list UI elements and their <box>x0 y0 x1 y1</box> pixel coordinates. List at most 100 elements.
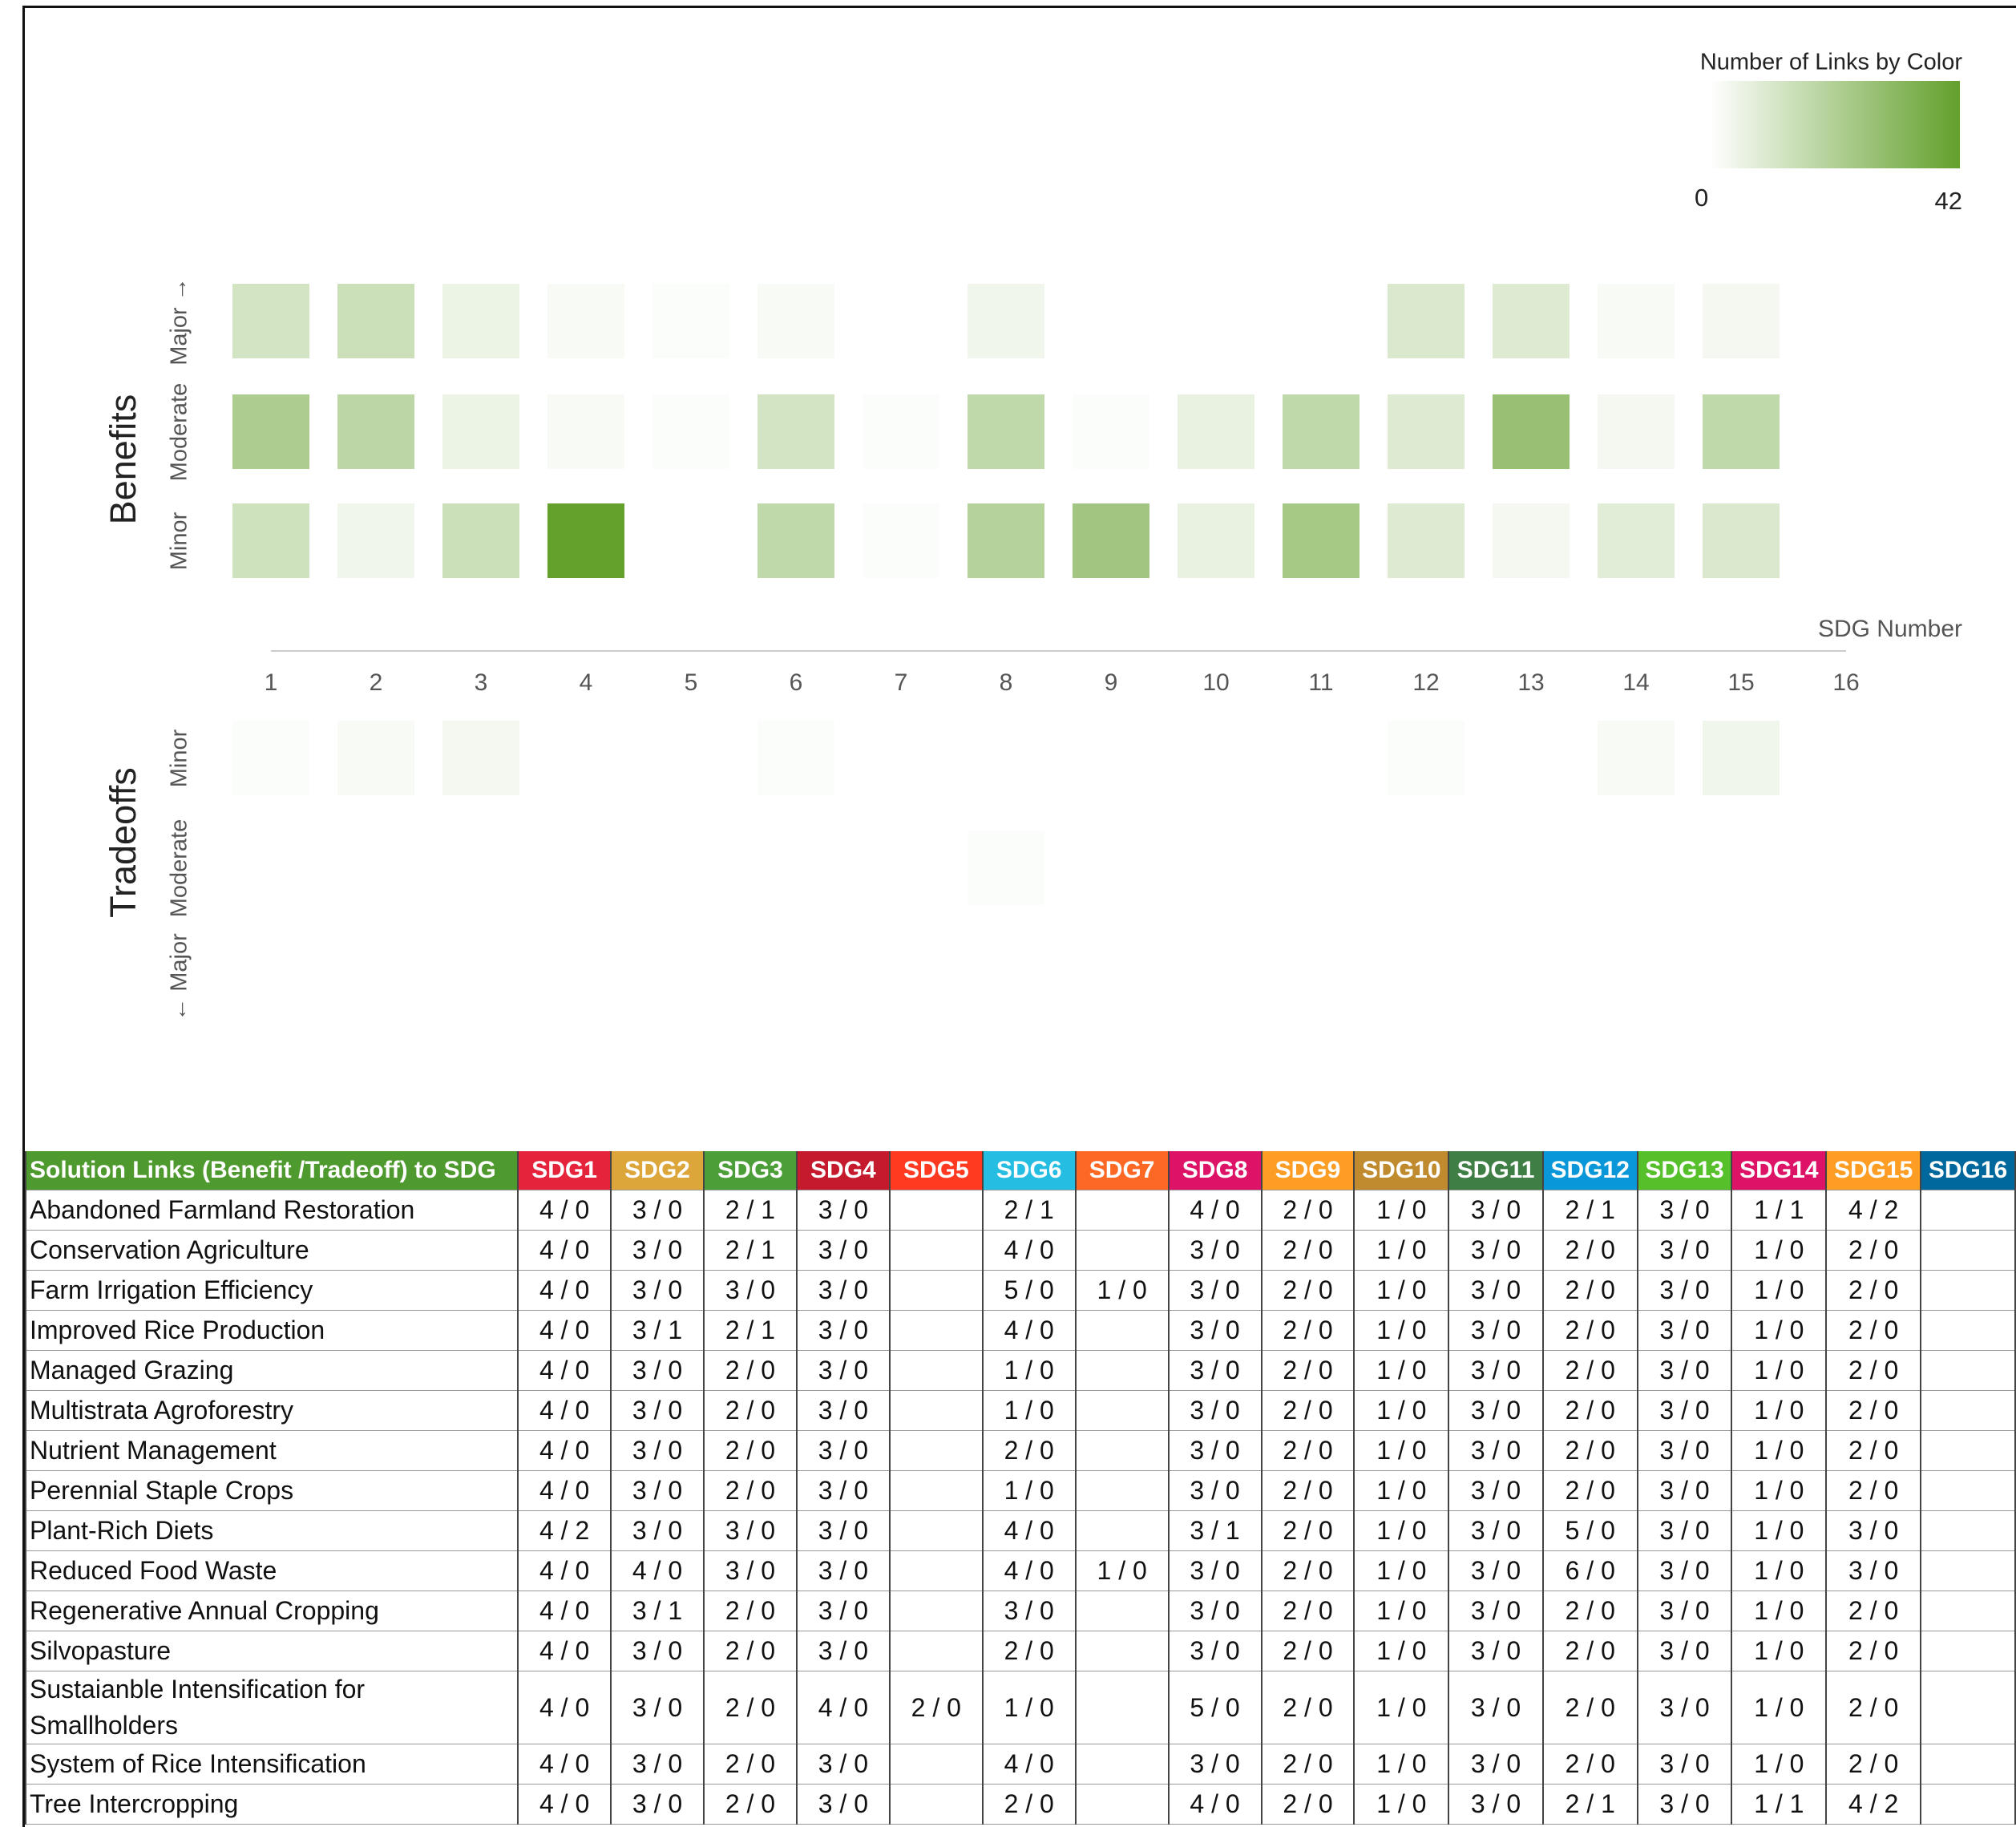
cell: 2 / 0 <box>702 1671 798 1744</box>
cell <box>888 1744 984 1785</box>
header-cell: SDG1 <box>517 1151 612 1190</box>
header-cell: SDG7 <box>1074 1151 1170 1190</box>
cell: 3 / 0 <box>795 1631 891 1671</box>
header-cell: SDG3 <box>702 1151 798 1190</box>
cell: 2 / 0 <box>1260 1350 1355 1391</box>
heat-cell <box>1073 721 1149 795</box>
cell: 2 / 0 <box>1260 1631 1355 1671</box>
cell: 1 / 0 <box>1074 1550 1170 1591</box>
cell: 2 / 0 <box>1541 1591 1638 1631</box>
cell <box>1074 1510 1170 1551</box>
row-label: Minor <box>167 511 192 570</box>
colorbar-title: Number of Links by Color <box>1700 50 1963 75</box>
heat-cell <box>758 284 834 358</box>
row-label: Major → <box>167 277 192 366</box>
cell: 1 / 0 <box>1353 1631 1450 1671</box>
cell: 4 / 0 <box>981 1510 1077 1551</box>
heat-cell <box>442 284 519 358</box>
row-name: Nutrient Management <box>24 1430 519 1471</box>
cell: 3 / 0 <box>795 1310 891 1351</box>
cell: 4 / 0 <box>517 1470 612 1511</box>
x-axis-label: SDG Number <box>1818 616 1962 642</box>
heat-cell <box>863 284 939 358</box>
heat-cell <box>1703 721 1780 795</box>
cell: 3 / 0 <box>702 1550 798 1591</box>
cell: 4 / 0 <box>517 1430 612 1471</box>
cell: 3 / 0 <box>610 1784 705 1825</box>
heat-cell <box>1493 721 1570 795</box>
heat-cell <box>1388 394 1465 469</box>
cell: 2 / 0 <box>702 1350 798 1391</box>
cell: 2 / 0 <box>888 1671 984 1744</box>
heat-cell <box>1178 721 1254 795</box>
cell: 3 / 0 <box>1167 1591 1263 1631</box>
cell: 2 / 0 <box>1260 1390 1355 1431</box>
cell <box>1074 1430 1170 1471</box>
cell: 3 / 0 <box>1448 1631 1544 1671</box>
cell: 3 / 0 <box>1448 1550 1544 1591</box>
cell: 2 / 0 <box>702 1784 798 1825</box>
cell: 4 / 0 <box>517 1270 612 1311</box>
cell: 2 / 0 <box>1260 1430 1355 1471</box>
heat-cell <box>337 721 414 795</box>
cell: 3 / 0 <box>702 1270 798 1311</box>
heat-cell <box>758 394 834 469</box>
cell: 3 / 0 <box>610 1430 705 1471</box>
cell: 4 / 0 <box>981 1230 1077 1271</box>
cell: 4 / 2 <box>1825 1190 1922 1231</box>
header-cell: SDG9 <box>1260 1151 1355 1190</box>
cell: 2 / 0 <box>1541 1430 1638 1471</box>
row-name: Improved Rice Production <box>24 1310 519 1351</box>
cell <box>1920 1470 2016 1511</box>
cell: 4 / 0 <box>981 1550 1077 1591</box>
heat-cell <box>1598 721 1675 795</box>
cell <box>1074 1470 1170 1511</box>
heat-cell <box>652 721 729 795</box>
cell <box>1920 1270 2016 1311</box>
cell: 4 / 0 <box>1167 1190 1263 1231</box>
cell <box>888 1591 984 1631</box>
cell <box>1920 1190 2016 1231</box>
heat-cell <box>1073 503 1149 578</box>
header-cell: SDG2 <box>610 1151 705 1190</box>
cell: 1 / 0 <box>1353 1190 1450 1231</box>
x-tick-label: 9 <box>1105 669 1118 696</box>
cell: 3 / 0 <box>1448 1270 1544 1311</box>
heat-cell <box>442 503 519 578</box>
cell: 1 / 0 <box>1353 1270 1450 1311</box>
heat-cell <box>547 503 624 578</box>
cell <box>1920 1784 2016 1825</box>
heat-cell <box>547 940 624 1014</box>
cell: 3 / 0 <box>1636 1190 1733 1231</box>
cell: 4 / 0 <box>517 1390 612 1431</box>
cell: 1 / 0 <box>1731 1744 1828 1785</box>
heat-cell <box>1808 721 1885 795</box>
row-name: Multistrata Agroforestry <box>24 1390 519 1431</box>
cell: 2 / 0 <box>1825 1631 1922 1671</box>
cell: 4 / 2 <box>1825 1784 1922 1825</box>
heat-cell <box>1283 721 1359 795</box>
heat-cell <box>1808 831 1885 905</box>
cell: 3 / 0 <box>1636 1671 1733 1744</box>
cell: 1 / 0 <box>1353 1390 1450 1431</box>
heat-cell <box>652 940 729 1014</box>
heat-cell <box>1703 394 1780 469</box>
cell: 2 / 0 <box>1260 1784 1355 1825</box>
cell <box>1920 1230 2016 1271</box>
cell: 3 / 0 <box>1448 1350 1544 1391</box>
cell: 3 / 0 <box>1167 1470 1263 1511</box>
cell: 2 / 1 <box>702 1190 798 1231</box>
row-label: ← Major <box>167 933 192 1021</box>
cell: 1 / 0 <box>1353 1230 1450 1271</box>
cell: 1 / 0 <box>1353 1550 1450 1591</box>
cell: 2 / 0 <box>1541 1230 1638 1271</box>
cell: 2 / 0 <box>1260 1310 1355 1351</box>
cell: 3 / 0 <box>795 1591 891 1631</box>
cell: 3 / 0 <box>1167 1390 1263 1431</box>
cell <box>1074 1784 1170 1825</box>
heat-cell <box>1178 284 1254 358</box>
